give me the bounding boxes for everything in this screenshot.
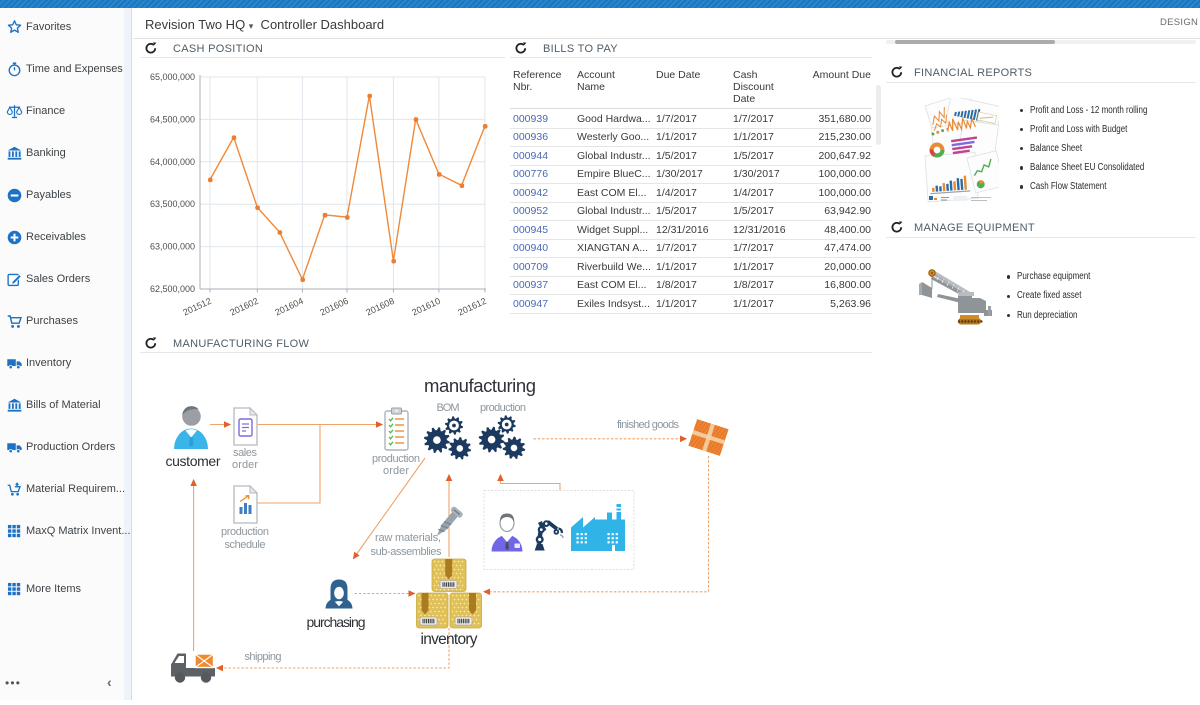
svg-text:201602: 201602 bbox=[228, 296, 259, 318]
svg-text:order: order bbox=[383, 465, 409, 477]
svg-text:order: order bbox=[232, 459, 258, 471]
svg-text:schedule: schedule bbox=[225, 539, 266, 551]
svg-text:BOM: BOM bbox=[437, 402, 460, 414]
svg-text:201612: 201612 bbox=[456, 296, 487, 318]
svg-text:raw materials,: raw materials, bbox=[375, 532, 441, 544]
svg-text:65,000,000: 65,000,000 bbox=[150, 72, 195, 82]
svg-text:shipping: shipping bbox=[245, 651, 282, 663]
svg-text:201512: 201512 bbox=[181, 296, 212, 318]
svg-text:production: production bbox=[221, 526, 269, 538]
svg-text:63,500,000: 63,500,000 bbox=[150, 199, 195, 209]
svg-text:201608: 201608 bbox=[364, 296, 395, 318]
svg-text:inventory: inventory bbox=[421, 631, 478, 648]
svg-text:manufacturing: manufacturing bbox=[424, 375, 536, 396]
svg-text:production: production bbox=[480, 402, 526, 414]
svg-text:sub-assemblies: sub-assemblies bbox=[371, 546, 443, 558]
svg-text:finished goods: finished goods bbox=[617, 419, 680, 431]
svg-text:customer: customer bbox=[166, 453, 221, 469]
svg-text:purchasing: purchasing bbox=[307, 614, 366, 630]
svg-text:201610: 201610 bbox=[410, 296, 441, 318]
svg-text:64,000,000: 64,000,000 bbox=[150, 157, 195, 167]
svg-text:sales: sales bbox=[233, 447, 258, 459]
svg-text:production: production bbox=[372, 453, 420, 465]
svg-text:63,000,000: 63,000,000 bbox=[150, 242, 195, 252]
svg-text:201606: 201606 bbox=[318, 296, 349, 318]
svg-text:64,500,000: 64,500,000 bbox=[150, 114, 195, 124]
svg-text:201604: 201604 bbox=[273, 296, 304, 318]
svg-text:62,500,000: 62,500,000 bbox=[150, 284, 195, 294]
